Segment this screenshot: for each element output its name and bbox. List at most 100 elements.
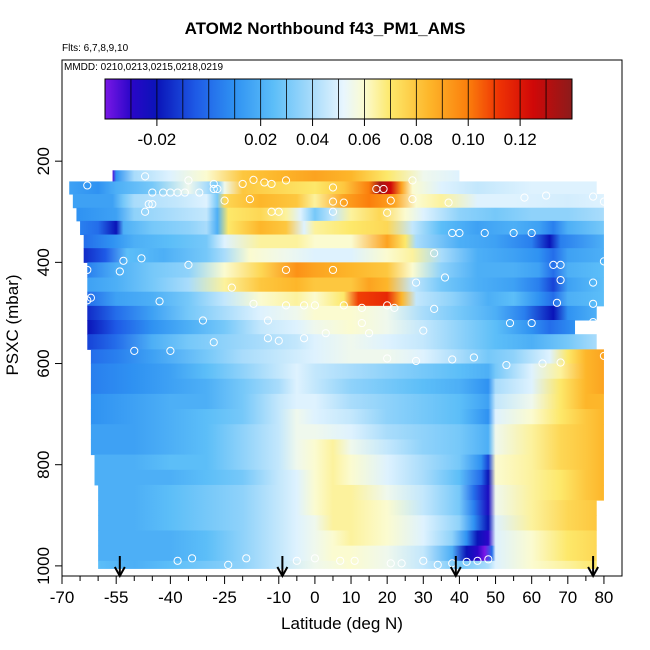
y-tick-label: 200 <box>34 147 53 175</box>
data-point <box>527 228 536 238</box>
data-point <box>599 257 609 266</box>
data-point <box>448 355 457 364</box>
data-point <box>419 326 428 335</box>
heatmap-layer <box>87 320 576 335</box>
heatmap-layer <box>87 334 597 350</box>
data-point <box>184 176 193 185</box>
x-tick-label: 60 <box>522 588 541 607</box>
data-point <box>502 360 511 370</box>
data-point <box>383 301 392 310</box>
y-tick-label: 600 <box>34 349 53 377</box>
data-point <box>115 159 124 168</box>
data-point <box>469 353 478 362</box>
plot-frame <box>61 59 623 577</box>
x-tick-label: 40 <box>450 588 469 607</box>
data-point <box>527 318 536 328</box>
heatmap-layer <box>87 262 604 279</box>
data-point <box>144 200 153 209</box>
x-tick-label: 10 <box>342 588 361 607</box>
data-point <box>220 196 229 205</box>
data-point <box>187 554 197 563</box>
data-point <box>310 301 320 310</box>
data-point <box>166 346 175 355</box>
data-point <box>556 358 565 367</box>
data-point <box>115 267 124 276</box>
data-point <box>213 184 222 194</box>
heatmap-layer <box>87 305 597 321</box>
y-axis-label: PSXC (mbar) <box>3 274 22 376</box>
data-point <box>588 278 598 287</box>
data-point <box>473 556 482 565</box>
data-point <box>505 318 515 328</box>
data-point <box>556 275 565 285</box>
data-point <box>184 260 193 269</box>
colorbar-tick-label: 0.10 <box>452 130 485 149</box>
colorbar-tick-label: 0.04 <box>296 130 329 149</box>
data-point <box>140 207 150 216</box>
data-point <box>408 176 417 185</box>
x-tick-label: 30 <box>414 588 433 607</box>
heatmap-layer <box>83 234 604 249</box>
heatmap-layer <box>83 248 604 263</box>
data-point <box>242 554 251 563</box>
data-point <box>249 299 258 308</box>
y-tick-label: 800 <box>34 451 53 479</box>
data-point <box>433 560 442 569</box>
x-tick-label: -40 <box>158 588 183 607</box>
colorbar-ticks: -0.02 0.02 0.04 0.06 0.08 0.10 0.12 <box>130 79 547 149</box>
data-point <box>556 260 565 269</box>
heatmap-layer <box>98 530 597 547</box>
data-point <box>480 228 489 238</box>
data-point <box>336 556 345 565</box>
data-point <box>227 283 236 292</box>
heatmap-layer <box>90 378 604 395</box>
data-point <box>310 554 320 563</box>
data-point <box>444 198 453 207</box>
data-point <box>140 172 150 181</box>
data-point <box>209 338 218 347</box>
data-point <box>430 249 439 258</box>
data-point <box>249 175 258 184</box>
colorbar-tick-label: 0.12 <box>504 130 537 149</box>
heatmap-layer <box>69 181 597 195</box>
chart-title: ATOM2 Northbound f43_PM1_AMS <box>184 19 466 38</box>
data-point <box>274 336 283 345</box>
x-tick-label: -70 <box>50 588 75 607</box>
data-point <box>339 198 348 207</box>
data-point <box>357 318 366 328</box>
data-point <box>238 179 247 189</box>
heatmap-layer <box>90 424 604 440</box>
data-point <box>180 188 189 197</box>
colorbar-tick-label: 0.06 <box>348 130 381 149</box>
data-point <box>281 265 291 275</box>
data-point <box>339 301 348 310</box>
data-point <box>299 301 309 310</box>
data-point <box>267 179 276 189</box>
heatmap-layer <box>90 349 604 365</box>
data-point <box>520 193 529 202</box>
data-point <box>364 329 374 338</box>
x-tick-label: -25 <box>212 588 237 607</box>
data-point <box>148 200 157 209</box>
data-point <box>328 265 338 275</box>
data-point <box>484 555 493 564</box>
data-point <box>419 556 428 565</box>
data-point <box>195 188 204 197</box>
data-point <box>119 256 128 265</box>
data-point <box>281 301 291 310</box>
x-axis-label: Latitude (deg N) <box>281 614 403 633</box>
data-point <box>357 303 366 312</box>
heatmap-layer <box>80 220 604 236</box>
x-tick-label: 50 <box>486 588 505 607</box>
data-point <box>462 557 471 566</box>
data-point <box>198 316 208 325</box>
data-point <box>430 304 439 313</box>
x-tick-label: 20 <box>378 588 397 607</box>
x-tick-label: 80 <box>594 588 613 607</box>
y-axis: 200 400 600 800 1000 <box>34 147 62 585</box>
heatmap-layer <box>87 291 604 307</box>
dates-label: MMDD: 0210,0213,0215,0218,0219 <box>64 62 224 73</box>
data-point <box>86 293 96 302</box>
data-point <box>328 207 338 216</box>
